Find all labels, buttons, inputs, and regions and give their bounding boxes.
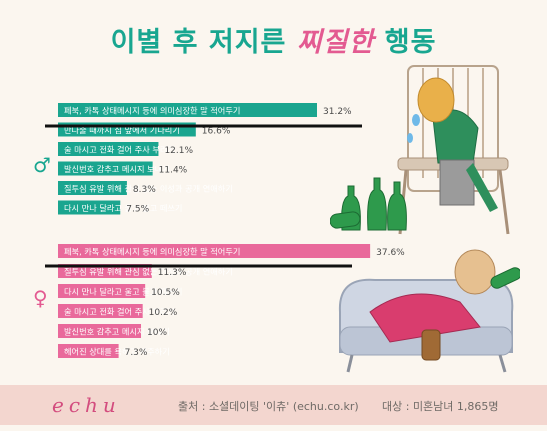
footer: echu 출처 : 소셜데이팅 '이츄' (echu.co.kr) 대상 : 미… bbox=[0, 385, 547, 425]
title-accent: 찌질한 bbox=[296, 27, 375, 58]
male-bar-label-3: 술 마시고 전화 걸어 주사 부리기 bbox=[64, 145, 175, 155]
male-bar-5 bbox=[58, 181, 127, 195]
female-bar-value-2: 11.3% bbox=[158, 268, 187, 278]
male-bar-label-4: 발신번호 감추고 메시지 보내기 bbox=[64, 164, 170, 174]
male-bar-label-2: 만나줄 때까지 집 앞에서 기다리기 bbox=[64, 125, 180, 135]
female-bar-value-4: 10.2% bbox=[149, 308, 178, 318]
male-bar-value-4: 11.4% bbox=[159, 166, 188, 176]
female-bar-label-2: 질투심 유발 위해 관심 없는 이성과 공개 연애하기 bbox=[64, 267, 233, 277]
female-bar-6 bbox=[58, 344, 119, 358]
female-symbol-icon: ♀ bbox=[33, 286, 48, 310]
male-bar-value-3: 12.1% bbox=[164, 146, 193, 156]
female-bar-label-5: 발신번호 감추고 메시지 보내기 bbox=[64, 327, 170, 337]
title-part-1: 이별 후 저지른 bbox=[110, 27, 297, 58]
page-title: 이별 후 저지른 찌질한 행동 bbox=[0, 20, 547, 59]
female-illustration bbox=[338, 249, 520, 373]
female-bar-label-3: 다시 만나 달라고 울고 불고 떼쓰기 bbox=[64, 287, 182, 297]
female-bar-label-4: 술 마시고 전화 걸어 주사 부리기 bbox=[64, 307, 175, 317]
target-text: 대상 : 미혼남녀 1,865명 bbox=[382, 400, 499, 413]
echu-logo: echu bbox=[52, 393, 121, 417]
male-bar-label-5: 질투심 유발 위해 관심 없는 이성과 공개 연애하기 bbox=[64, 184, 233, 194]
title-part-3: 행동 bbox=[374, 27, 437, 58]
female-bar-1 bbox=[58, 244, 371, 258]
female-bar-4 bbox=[58, 304, 143, 318]
female-bar-5 bbox=[58, 324, 142, 338]
female-bar-value-1: 37.6% bbox=[376, 248, 405, 258]
female-bar-value-5: 10% bbox=[147, 328, 167, 338]
bottles-illustration bbox=[330, 177, 407, 231]
male-bar-label-1: 페북, 카톡 상태메시지 등에 의미심장한 말 적어두기 bbox=[64, 106, 240, 116]
female-bar-label-6: 헤어진 상대를 욕하고 저주하기 bbox=[64, 347, 170, 357]
male-bar-value-5: 8.3% bbox=[133, 185, 156, 195]
male-bar-4 bbox=[58, 161, 153, 176]
male-symbol-icon: ♂ bbox=[33, 153, 51, 177]
male-bar-label-6: 다시 만나 달라고 울고 불고 떼쓰기 bbox=[64, 203, 182, 213]
male-bar-value-6: 7.5% bbox=[126, 205, 149, 215]
male-illustration bbox=[397, 65, 510, 235]
female-bar-label-1: 페북, 카톡 상태메시지 등에 의미심장한 말 적어두기 bbox=[64, 247, 240, 257]
female-bar-value-3: 10.5% bbox=[151, 288, 180, 298]
source-text: 출처 : 소셜데이팅 '이츄' (echu.co.kr) bbox=[178, 400, 359, 413]
male-bar-3 bbox=[58, 142, 159, 156]
male-bar-value-2: 16.6% bbox=[202, 127, 231, 137]
female-bar-value-6: 7.3% bbox=[125, 348, 148, 358]
male-bar-6 bbox=[58, 200, 121, 215]
female-bar-3 bbox=[58, 284, 146, 298]
male-bar-1 bbox=[58, 103, 317, 117]
male-bar-value-1: 31.2% bbox=[323, 107, 352, 117]
